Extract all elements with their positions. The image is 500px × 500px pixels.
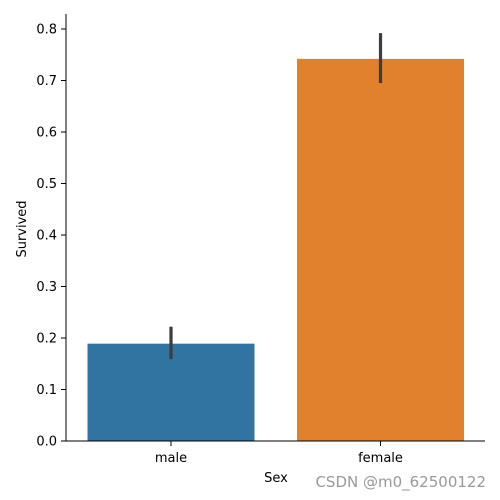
- watermark-text: CSDN @m0_62500122: [315, 473, 486, 492]
- x-tick-label: male: [155, 451, 187, 466]
- bar-male: [87, 343, 255, 441]
- x-tick-label: female: [358, 451, 403, 466]
- y-axis-label: Survived: [15, 200, 30, 257]
- y-tick-label: 0.2: [36, 332, 57, 347]
- y-tick-label: 0.3: [36, 280, 57, 295]
- bars-group: [87, 58, 464, 442]
- y-ticks-group: 0.0 0.1 0.2 0.3 0.4 0.5 0.6 0.7 0.8: [36, 23, 66, 450]
- y-tick-label: 0.4: [36, 229, 57, 244]
- error-bars-group: [169, 33, 383, 360]
- x-axis-label: Sex: [264, 471, 288, 486]
- y-tick-label: 0.5: [36, 177, 57, 192]
- x-ticks-group: male female: [155, 441, 403, 466]
- y-tick-label: 0.8: [36, 23, 57, 38]
- y-tick-label: 0.0: [36, 435, 57, 450]
- y-tick-label: 0.6: [36, 126, 57, 141]
- y-tick-label: 0.1: [36, 383, 57, 398]
- y-tick-label: 0.7: [36, 74, 57, 89]
- bar-female: [297, 58, 464, 442]
